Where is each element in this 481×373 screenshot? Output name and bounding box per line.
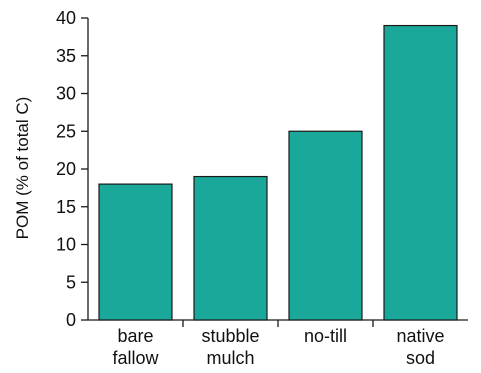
y-tick-label: 30 [56, 84, 76, 104]
y-tick-label: 5 [66, 272, 76, 292]
x-tick-label: mulch [206, 348, 254, 368]
y-tick-label: 15 [56, 197, 76, 217]
y-axis-title: POM (% of total C) [13, 97, 32, 240]
bar [288, 130, 363, 321]
x-tick-label: no-till [304, 326, 347, 346]
bar [383, 24, 458, 321]
y-tick-label: 0 [66, 310, 76, 330]
y-tick-label: 20 [56, 159, 76, 179]
x-tick-label: native [396, 326, 444, 346]
y-tick-label: 10 [56, 235, 76, 255]
y-tick-label: 25 [56, 121, 76, 141]
x-tick-label: sod [406, 348, 435, 368]
bar [98, 183, 173, 321]
x-tick-label: stubble [201, 326, 259, 346]
bar [193, 175, 268, 321]
x-tick-label: bare [117, 326, 153, 346]
y-tick-label: 40 [56, 8, 76, 28]
bars [98, 24, 458, 321]
x-tick-label: fallow [112, 348, 159, 368]
y-tick-label: 35 [56, 46, 76, 66]
